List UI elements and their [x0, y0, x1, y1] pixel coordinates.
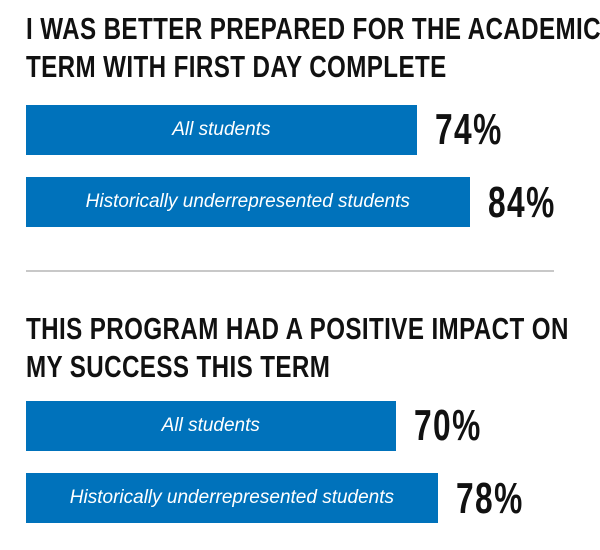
value-label: 74%	[434, 105, 503, 154]
bar-label: All students	[172, 119, 271, 140]
chart-title-line-2: TERM WITH FIRST DAY COMPLETE	[26, 49, 447, 84]
value-label: 84%	[487, 178, 556, 227]
bar-underrepresented-students: Historically underrepresented students	[26, 473, 438, 523]
divider	[26, 270, 554, 272]
chart-title-line-2: MY SUCCESS THIS TERM	[26, 349, 331, 384]
bar-label: Historically underrepresented students	[85, 191, 410, 212]
bar-label: Historically underrepresented students	[69, 487, 395, 508]
bar-underrepresented-students: Historically underrepresented students	[26, 177, 470, 227]
value-label: 70%	[413, 401, 482, 450]
chart-title-line-1: I WAS BETTER PREPARED FOR THE ACADEMIC	[26, 11, 600, 46]
bar-all-students: All students	[26, 105, 417, 155]
bar-all-students: All students	[26, 401, 396, 451]
chart-title-line-1: THIS PROGRAM HAD A POSITIVE IMPACT ON	[26, 311, 569, 346]
value-label: 78%	[455, 474, 524, 523]
bar-label: All students	[161, 415, 260, 436]
